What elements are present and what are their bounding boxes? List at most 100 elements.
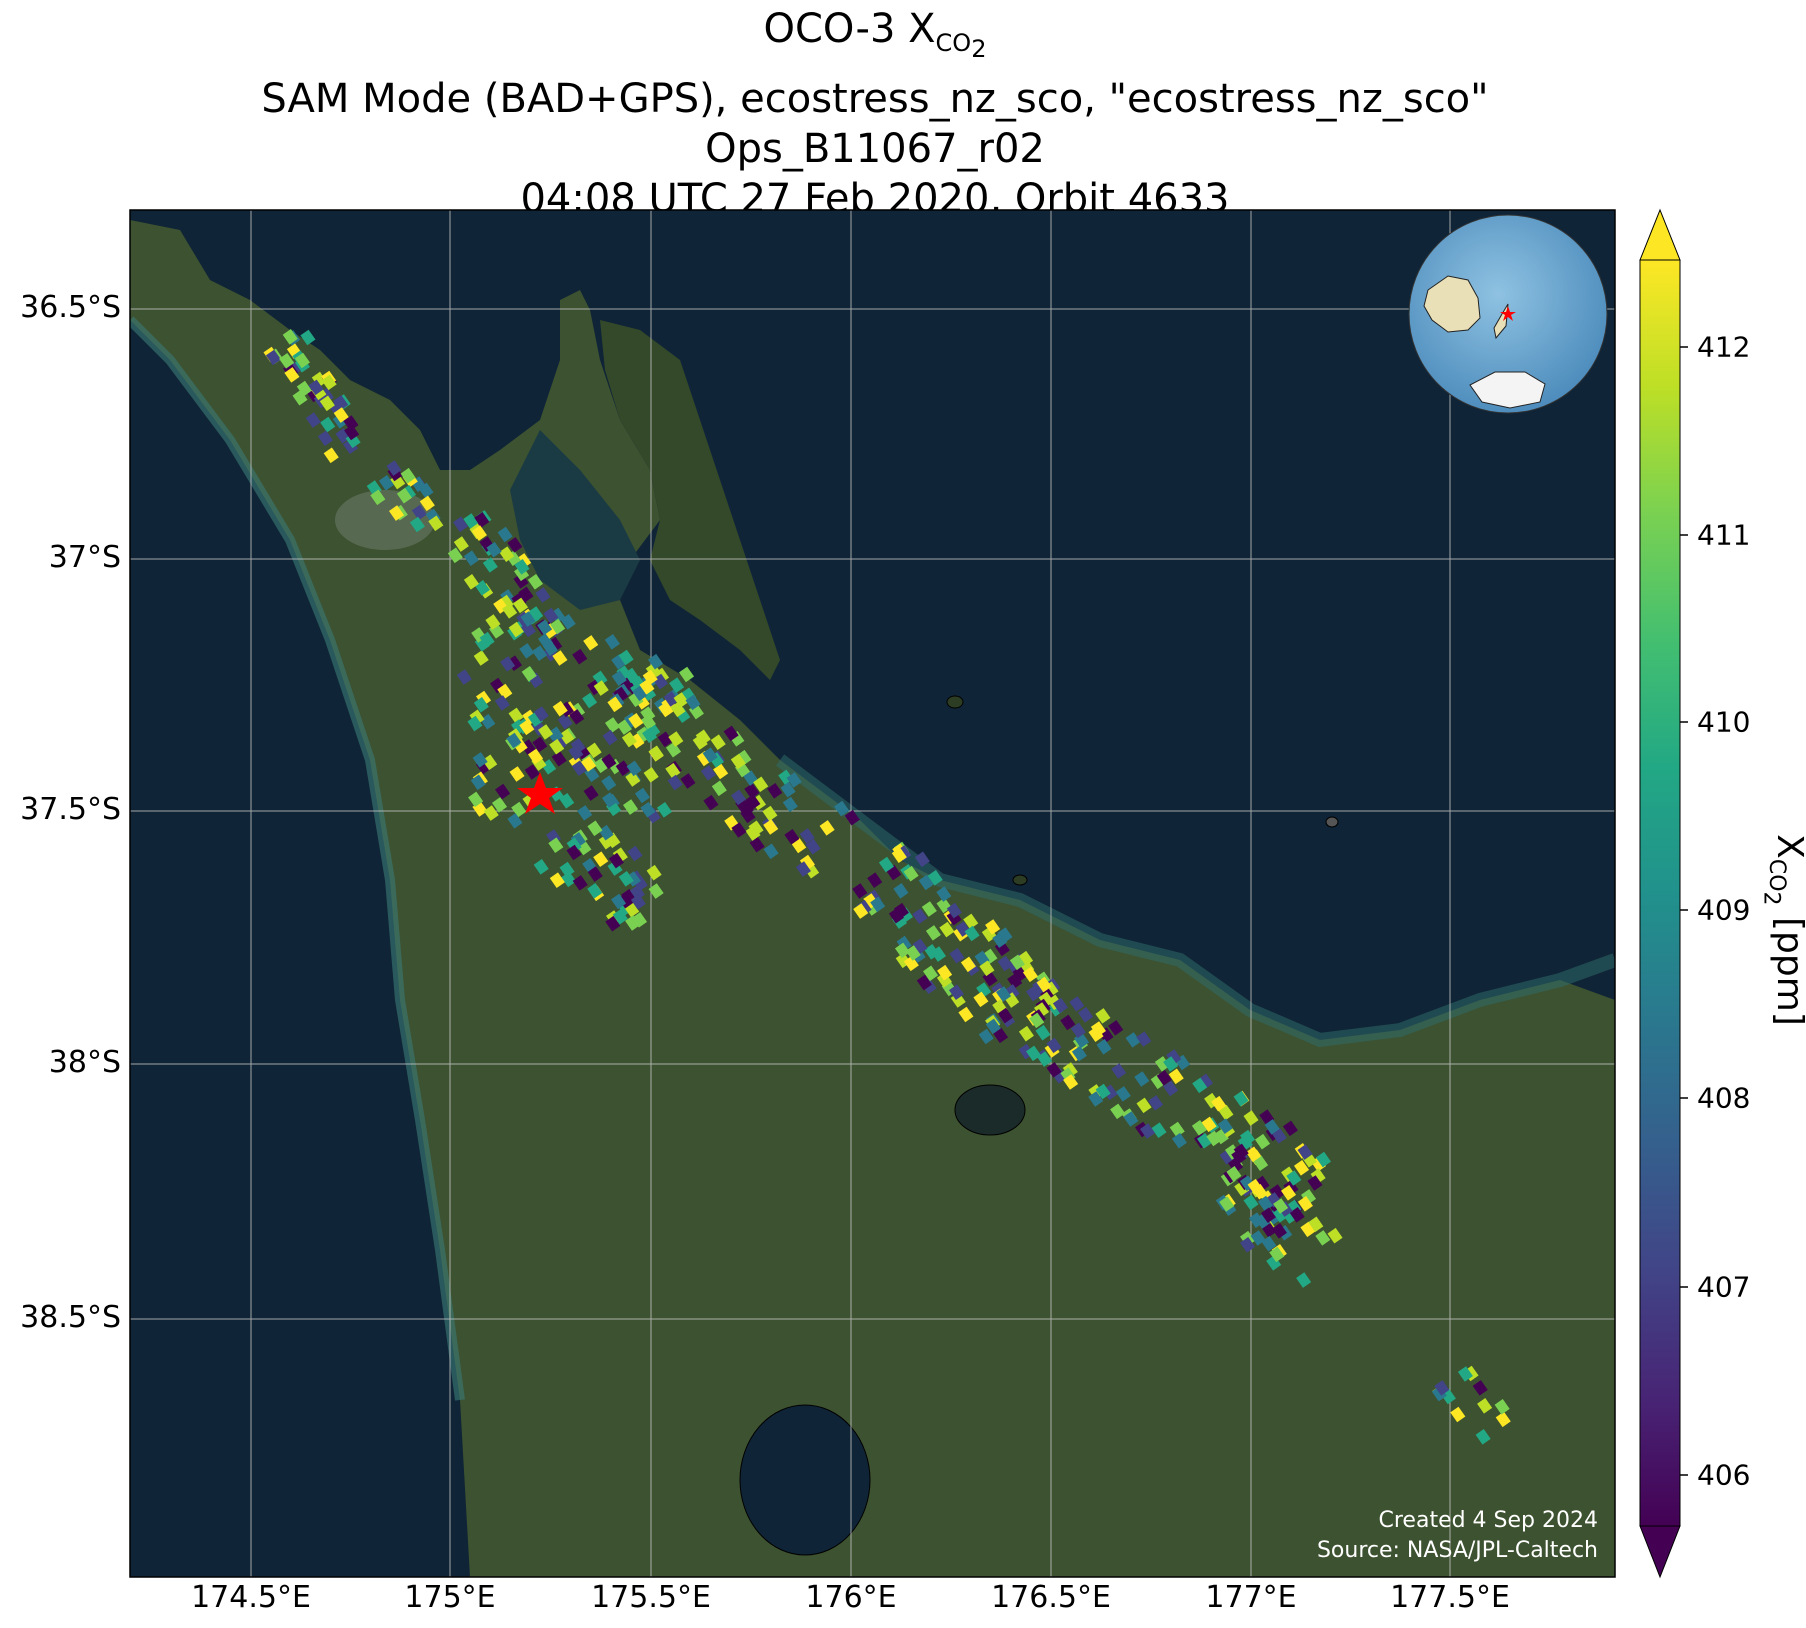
sounding-pixel xyxy=(736,749,752,766)
sounding-pixel xyxy=(1219,1196,1235,1212)
sounding-pixel xyxy=(997,927,1013,943)
sounding-pixel xyxy=(1253,1155,1269,1171)
sounding-pixel xyxy=(1110,1103,1126,1120)
colorbar-ticks xyxy=(1680,346,1688,1476)
sounding-pixel xyxy=(745,825,761,841)
sounding-pixel xyxy=(976,982,992,998)
sounding-pixel xyxy=(912,908,928,924)
xco2-soundings xyxy=(263,328,1511,1445)
sounding-pixel xyxy=(311,371,327,388)
sounding-pixel xyxy=(1136,1031,1152,1047)
sounding-pixel xyxy=(601,792,618,808)
sounding-pixel xyxy=(1282,1120,1298,1137)
sounding-pixel xyxy=(456,669,472,685)
sounding-pixel xyxy=(343,415,359,431)
motiti-island xyxy=(1012,874,1028,886)
sounding-pixel xyxy=(463,550,479,566)
sounding-pixel xyxy=(473,696,489,713)
sounding-pixel xyxy=(508,621,524,638)
sounding-pixel xyxy=(1260,1207,1276,1223)
sounding-pixel xyxy=(711,780,727,797)
sounding-pixel xyxy=(780,781,796,798)
sounding-pixel xyxy=(598,824,614,841)
sounding-pixel xyxy=(1227,1157,1244,1173)
sounding-pixel xyxy=(519,643,535,659)
sounding-pixel xyxy=(645,662,661,679)
sounding-pixel xyxy=(973,991,989,1008)
sounding-pixel xyxy=(629,884,645,901)
sounding-pixel xyxy=(893,902,909,919)
sounding-pixel xyxy=(1134,1071,1150,1087)
sounding-pixel xyxy=(463,573,479,590)
sounding-pixel xyxy=(665,762,681,779)
sounding-pixel xyxy=(937,964,953,981)
sounding-pixel xyxy=(713,763,729,780)
sounding-pixel xyxy=(552,650,568,666)
sounding-pixel xyxy=(1063,1074,1079,1090)
sounding-pixel xyxy=(730,753,746,770)
lat-label: 38.5°S xyxy=(20,1300,121,1335)
sounding-pixel xyxy=(1315,1151,1331,1168)
sounding-pixel xyxy=(560,613,576,630)
globe-star-icon xyxy=(1500,306,1516,321)
sounding-pixel xyxy=(903,865,919,882)
sounding-pixel xyxy=(893,882,909,899)
sounding-pixel xyxy=(532,736,548,753)
sounding-pixel xyxy=(543,607,559,624)
sounding-pixel xyxy=(482,754,498,771)
sounding-pixel xyxy=(551,750,567,767)
sounding-pixel xyxy=(640,706,656,722)
sounding-pixel xyxy=(1156,1069,1172,1086)
sounding-pixel xyxy=(1125,1032,1141,1048)
sounding-pixel xyxy=(844,809,860,826)
sounding-pixel xyxy=(621,731,637,748)
sounding-pixel xyxy=(1310,1168,1326,1184)
sounding-pixel xyxy=(508,707,524,724)
sounding-pixel xyxy=(561,871,577,888)
map-frame xyxy=(129,209,1616,1578)
colorbar-extend-min xyxy=(1639,1525,1681,1579)
sounding-pixel xyxy=(730,789,747,806)
sounding-pixel xyxy=(1247,1178,1263,1195)
sounding-pixel xyxy=(557,713,573,730)
sounding-pixel xyxy=(497,526,513,543)
sounding-pixel xyxy=(995,986,1012,1002)
target-star-marker xyxy=(517,772,563,814)
sounding-pixel xyxy=(763,819,779,835)
sounding-pixel xyxy=(514,558,530,575)
sounding-pixel xyxy=(870,896,886,913)
lat-label: 38°S xyxy=(48,1045,121,1080)
sounding-pixel xyxy=(604,717,621,733)
sounding-pixel xyxy=(518,586,534,603)
sounding-pixel xyxy=(559,792,575,809)
sounding-pixel xyxy=(470,774,486,791)
colorbar-tick-label: 409 xyxy=(1697,893,1751,927)
title-line-3: Ops_B11067_r02 xyxy=(705,125,1045,172)
sounding-pixel xyxy=(378,474,394,491)
sounding-pixel xyxy=(1022,966,1038,983)
sounding-pixel xyxy=(601,775,617,791)
sounding-pixel xyxy=(703,794,719,811)
sounding-pixel xyxy=(702,747,718,763)
sounding-pixel xyxy=(370,489,386,506)
sounding-pixel xyxy=(1025,985,1042,1002)
lon-label: 177°E xyxy=(1205,1580,1297,1615)
sounding-pixel xyxy=(905,945,921,961)
sounding-pixel xyxy=(512,597,529,614)
sounding-pixel xyxy=(1018,1025,1034,1042)
colorbar-extend-max xyxy=(1639,208,1681,261)
sounding-pixel xyxy=(279,352,295,369)
sounding-pixel xyxy=(605,915,621,932)
lon-label: 175°E xyxy=(404,1580,496,1615)
antarctica-shape xyxy=(1469,371,1546,409)
sounding-pixel xyxy=(1025,1045,1042,1062)
sounding-pixel xyxy=(1150,1073,1166,1090)
sounding-pixel xyxy=(513,573,529,589)
sounding-pixel xyxy=(948,984,965,1000)
sounding-pixel xyxy=(658,701,674,718)
source-credit: Source: NASA/JPL-Caltech xyxy=(1316,1538,1598,1563)
sounding-pixel xyxy=(1300,1189,1317,1205)
sounding-pixel xyxy=(1009,954,1025,971)
sounding-pixel xyxy=(418,482,434,499)
sounding-pixel xyxy=(1472,1380,1488,1396)
